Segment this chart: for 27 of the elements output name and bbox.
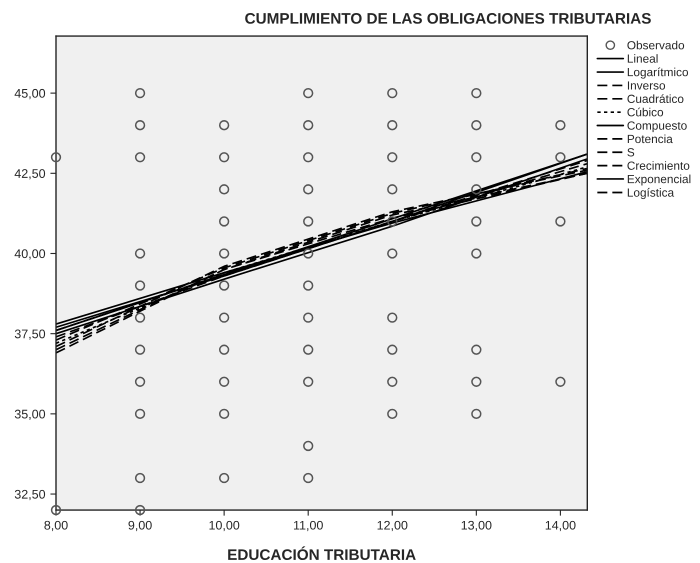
x-tick-label: 10,00	[209, 520, 240, 532]
legend-label: Logarítmico	[628, 67, 688, 79]
y-tick-label: 40,00	[14, 249, 46, 260]
y-tick-label: 45,00	[14, 88, 46, 100]
legend-label: Lineal	[628, 54, 658, 63]
x-axis-title: EDUCACIÓN TRIBUTARIA	[228, 546, 416, 560]
legend-label: Inverso	[628, 81, 666, 90]
y-tick-label: 35,00	[14, 410, 46, 420]
x-tick-label: 11,00	[294, 520, 323, 532]
chart-title: CUMPLIMIENTO DE LAS OBLIGACIONES TRIBUTARIAS	[245, 12, 651, 24]
y-tick-label: 42,50	[14, 169, 46, 180]
x-tick-label: 12,00	[378, 520, 408, 532]
legend-label: Crecimiento	[627, 161, 690, 170]
legend-label: Logística	[628, 188, 674, 200]
legend-label: Potencia	[628, 134, 673, 144]
legend-label: Cuadrático	[627, 94, 684, 104]
x-tick-label: 13,00	[462, 520, 492, 532]
x-tick-label: 14,00	[546, 520, 576, 532]
legend-label: S	[627, 148, 634, 156]
x-tick-label: 8,00	[44, 520, 68, 532]
legend-label: Cúbico	[627, 108, 664, 116]
y-tick-label: 32,50	[14, 490, 46, 500]
legend-label: Exponencial	[628, 174, 690, 186]
x-tick-label: 9,00	[128, 520, 152, 532]
legend-label: Observado	[627, 40, 684, 50]
y-tick-label: 37,50	[14, 329, 46, 340]
legend-label: Compuesto	[627, 121, 687, 132]
